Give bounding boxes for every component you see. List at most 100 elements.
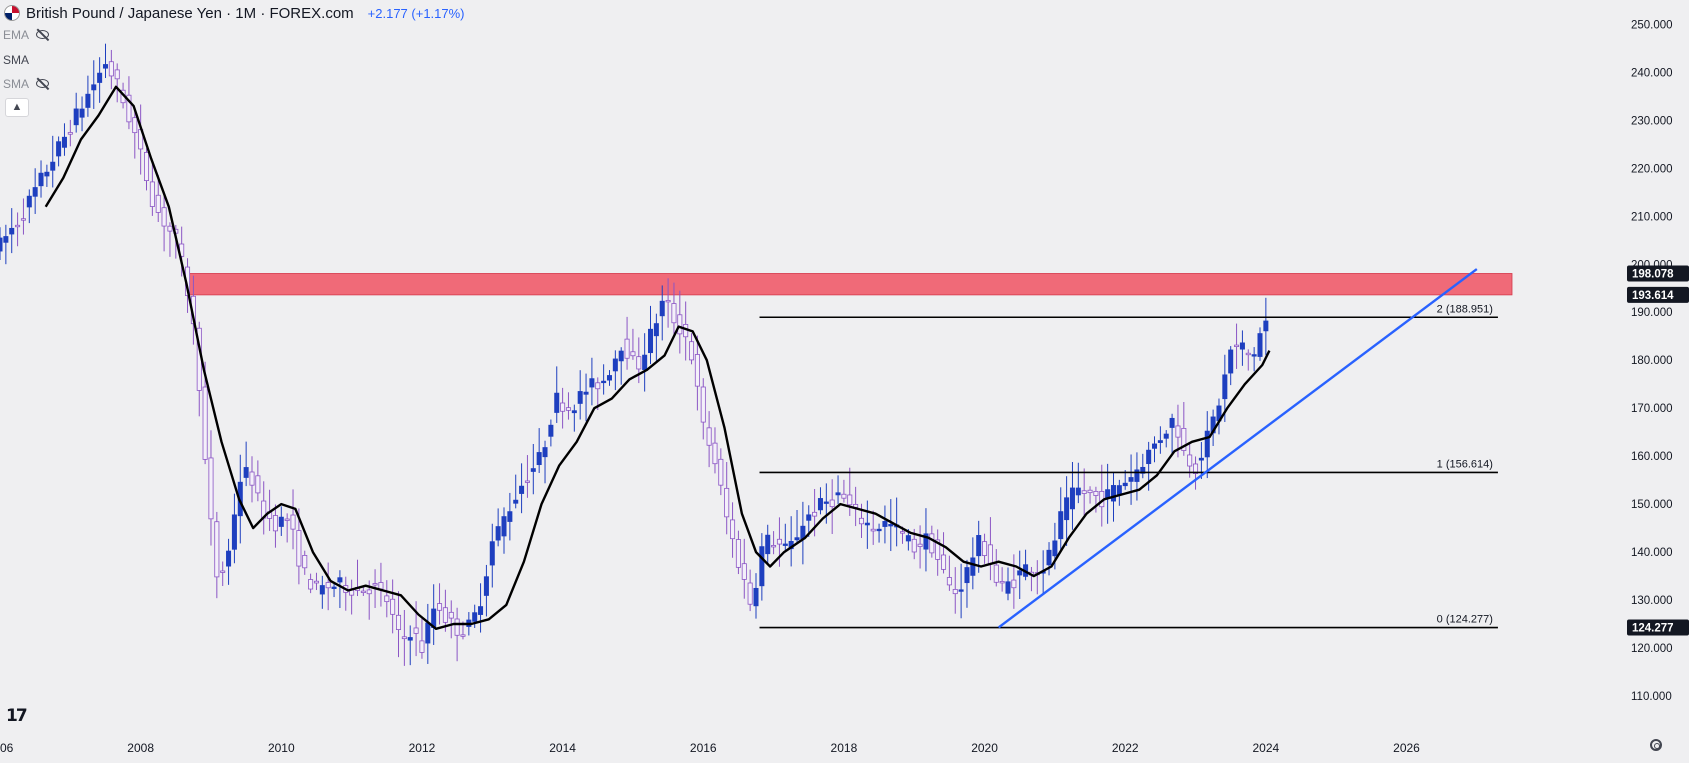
candle-body <box>67 132 73 135</box>
candle <box>1216 398 1222 435</box>
candle <box>26 189 32 224</box>
candle-body <box>776 538 782 545</box>
chart-header: British Pound / Japanese Yen · 1M · FORE… <box>0 0 465 26</box>
candle <box>835 475 841 504</box>
eye-hidden-icon[interactable] <box>35 78 51 90</box>
candle <box>85 75 91 117</box>
candle-body <box>665 299 671 303</box>
candle-body <box>202 386 208 460</box>
candle <box>665 278 671 328</box>
candle-body <box>753 587 759 607</box>
candle-body <box>437 603 443 611</box>
candle-body <box>823 501 829 504</box>
candle-body <box>313 580 319 584</box>
candle-body <box>542 447 548 458</box>
candle-body <box>425 622 431 644</box>
symbol-title[interactable]: British Pound / Japanese Yen · 1M · FORE… <box>26 4 354 22</box>
candle-body <box>706 427 712 446</box>
candle <box>653 313 659 361</box>
candle-body <box>79 108 85 118</box>
candle <box>1069 461 1075 530</box>
tradingview-logo[interactable]: 17 <box>6 706 28 726</box>
candle <box>595 377 601 411</box>
candle-body <box>1081 490 1087 494</box>
candle-body <box>284 518 290 521</box>
candle-body <box>548 424 554 437</box>
candle-body <box>0 237 3 252</box>
candle <box>987 517 993 581</box>
candle-body <box>501 516 507 537</box>
indicator-sma[interactable]: SMA <box>3 53 29 67</box>
candle <box>618 347 624 385</box>
candle-body <box>26 195 32 208</box>
candle-body <box>987 544 993 564</box>
indicator-sma-hidden[interactable]: SMA <box>3 77 51 91</box>
candle <box>1064 476 1070 546</box>
candle <box>1011 554 1017 609</box>
candle-body <box>741 563 747 580</box>
candle-body <box>243 467 249 478</box>
candle-body <box>396 614 402 630</box>
candle-body <box>302 554 308 569</box>
candle-body <box>384 595 390 603</box>
candle <box>782 523 788 553</box>
candle-body <box>360 590 366 594</box>
candle-body <box>507 511 513 522</box>
candle <box>765 524 771 565</box>
candle-body <box>407 637 413 641</box>
candle <box>255 460 261 502</box>
candle-body <box>489 541 495 566</box>
candle-body <box>1152 443 1158 449</box>
candle <box>325 562 331 611</box>
y-tick-label: 170.000 <box>1631 403 1673 415</box>
candle-body <box>38 172 44 187</box>
indicator-ema[interactable]: EMA <box>3 28 51 42</box>
candle-body <box>366 589 372 595</box>
candle <box>1239 330 1245 366</box>
eye-hidden-icon[interactable] <box>35 29 51 41</box>
candle <box>337 570 343 609</box>
candle <box>448 600 454 639</box>
candle <box>689 333 695 365</box>
price-axis-label-bg <box>1627 619 1689 636</box>
candle-body <box>325 582 331 589</box>
candle-body <box>1087 489 1093 494</box>
candle <box>102 43 108 79</box>
candle-body <box>85 93 91 108</box>
candle-body <box>941 554 947 570</box>
candle <box>771 531 777 555</box>
x-tick-label: 2026 <box>1393 741 1420 755</box>
candle-body <box>747 582 753 605</box>
chevron-up-icon[interactable]: ▲ <box>5 98 29 117</box>
x-tick-label: 06 <box>0 741 14 755</box>
candle <box>864 500 870 549</box>
candle-body <box>718 458 724 486</box>
candle <box>1028 566 1034 592</box>
candle <box>882 505 888 544</box>
x-tick-label: 2024 <box>1253 741 1280 755</box>
candle-body <box>888 524 894 527</box>
candle-body <box>612 358 618 372</box>
x-tick-label: 2020 <box>971 741 998 755</box>
candle <box>419 617 425 659</box>
candle <box>226 538 232 585</box>
candle <box>1140 453 1146 479</box>
candle <box>958 563 964 619</box>
candle-body <box>1011 579 1017 589</box>
candle-body <box>472 612 478 622</box>
candle-body <box>648 328 654 354</box>
candle-body <box>1193 463 1199 474</box>
candle-body <box>144 151 150 182</box>
gear-icon[interactable] <box>1650 739 1662 751</box>
candle-body <box>3 236 9 243</box>
candle <box>378 562 384 607</box>
candle-body <box>677 314 683 335</box>
candle-body <box>624 338 630 359</box>
candle-body <box>1140 466 1146 474</box>
candle <box>302 550 308 575</box>
candle <box>97 57 103 103</box>
candle-body <box>671 303 677 324</box>
candle <box>114 63 120 103</box>
candle-body <box>1146 449 1152 465</box>
